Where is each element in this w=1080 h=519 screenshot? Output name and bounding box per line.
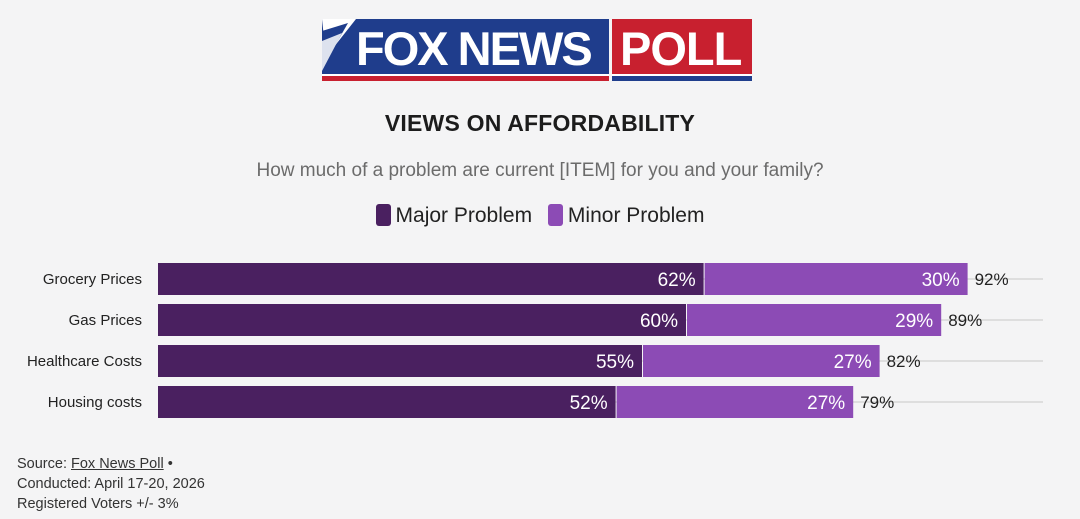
legend-label-minor: Minor Problem	[567, 204, 705, 227]
legend-swatch-major	[375, 204, 391, 226]
category-label: Gas Prices	[69, 312, 142, 329]
conducted-line: Conducted: April 17-20, 2026	[17, 476, 205, 492]
data-label-major: 52%	[570, 393, 608, 414]
sample-line: Registered Voters +/- 3%	[17, 496, 179, 512]
bar-major	[158, 263, 704, 295]
bar-major	[158, 304, 686, 336]
category-label: Housing costs	[48, 394, 142, 411]
data-label-minor: 27%	[834, 352, 872, 373]
category-label: Healthcare Costs	[27, 353, 142, 370]
source-line: Source: Fox News Poll •	[17, 454, 205, 474]
bar-major	[158, 345, 642, 377]
data-label-minor: 27%	[807, 393, 845, 414]
source-label: Source:	[17, 456, 71, 472]
bar-minor	[687, 304, 942, 336]
total-label: 79%	[860, 393, 894, 412]
searchlight-icon	[322, 19, 356, 71]
legend-item-minor: Minor Problem	[547, 204, 705, 228]
data-label-major: 62%	[658, 270, 696, 291]
bar-minor	[704, 263, 968, 295]
category-label: Grocery Prices	[43, 271, 142, 288]
data-label-major: 55%	[596, 352, 634, 373]
source-separator: •	[163, 456, 173, 472]
chart-footer: Source: Fox News Poll • Conducted: April…	[17, 454, 205, 514]
total-label: 92%	[975, 270, 1009, 289]
chart-title: VIEWS ON AFFORDABILITY	[384, 110, 696, 136]
fox-news-wordmark: FOX NEWS	[322, 19, 609, 81]
legend-item-major: Major Problem	[375, 204, 533, 228]
bar-minor	[616, 386, 854, 418]
legend-label-major: Major Problem	[395, 204, 533, 227]
stacked-bar-chart: Grocery Prices 62% 30% 92% Gas Prices 60% 29% 8…	[27, 263, 1043, 418]
data-label-minor: 30%	[922, 270, 960, 291]
chart-subtitle: How much of a problem are current [ITEM]…	[256, 160, 824, 181]
data-label-minor: 29%	[895, 311, 933, 332]
source-link[interactable]: Fox News Poll	[71, 456, 164, 472]
bar-major	[158, 386, 616, 418]
chart-legend: Major Problem Minor Problem	[0, 204, 1080, 228]
total-label: 82%	[887, 352, 921, 371]
poll-wordmark: POLL	[612, 19, 752, 81]
legend-swatch-minor	[547, 204, 563, 226]
fox-news-poll-logo: FOX NEWS POLL	[322, 19, 752, 81]
data-label-major: 60%	[640, 311, 678, 332]
fox-news-text: FOX NEWS	[356, 22, 593, 75]
total-label: 89%	[948, 311, 982, 330]
poll-text: POLL	[620, 22, 742, 75]
bar-minor	[643, 345, 880, 377]
